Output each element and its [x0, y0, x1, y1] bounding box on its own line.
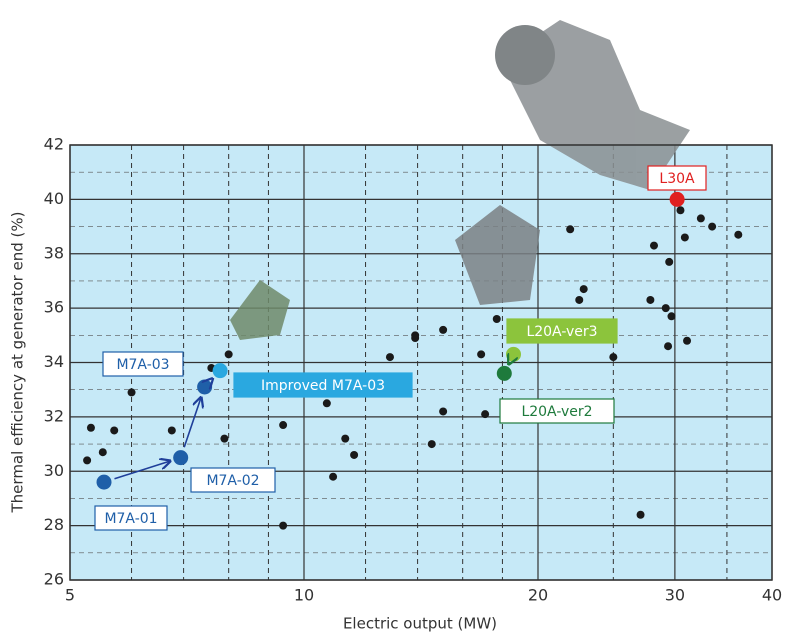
data-point	[329, 473, 337, 481]
highlight-point	[506, 347, 521, 362]
data-point	[386, 353, 394, 361]
x-tick-label: 40	[762, 586, 782, 605]
data-point	[279, 522, 287, 530]
data-point	[341, 435, 349, 443]
point-label: L20A-ver2	[521, 404, 592, 420]
point-label: M7A-02	[206, 473, 259, 489]
point-label: L30A	[659, 171, 695, 187]
y-tick-label: 32	[44, 406, 64, 425]
y-tick-label: 38	[44, 243, 64, 262]
x-tick-label: 5	[65, 586, 75, 605]
data-point	[439, 407, 447, 415]
data-point	[83, 456, 91, 464]
y-tick-label: 34	[44, 352, 64, 371]
y-tick-label: 42	[44, 135, 64, 154]
y-tick-label: 30	[44, 461, 64, 480]
x-tick-label: 10	[294, 586, 314, 605]
data-point	[609, 353, 617, 361]
data-point	[99, 448, 107, 456]
data-point	[225, 350, 233, 358]
x-axis-label: Electric output (MW)	[343, 615, 497, 633]
data-point	[662, 304, 670, 312]
data-point	[477, 350, 485, 358]
data-point	[665, 258, 673, 266]
data-point	[220, 435, 228, 443]
highlight-point	[197, 379, 212, 394]
highlight-point	[173, 450, 188, 465]
point-label: M7A-01	[104, 511, 157, 527]
y-tick-label: 40	[44, 189, 64, 208]
data-point	[676, 206, 684, 214]
highlight-point	[670, 192, 685, 207]
y-axis-label: Thermal efficiency at generator end (%)	[9, 212, 27, 514]
data-point	[481, 410, 489, 418]
data-point	[439, 326, 447, 334]
data-point	[575, 296, 583, 304]
point-label: M7A-03	[116, 357, 169, 373]
data-point	[279, 421, 287, 429]
data-point	[428, 440, 436, 448]
data-point	[168, 426, 176, 434]
chart: M7A-01 M7A-02 M7A-03 Improved M7A-03 L20A-ve…	[0, 0, 787, 637]
point-label: Improved M7A-03	[261, 378, 385, 394]
data-point	[110, 426, 118, 434]
data-point	[650, 242, 658, 250]
y-tick-label: 26	[44, 570, 64, 589]
data-point	[350, 451, 358, 459]
data-point	[697, 214, 705, 222]
data-point	[664, 342, 672, 350]
highlight-point	[97, 475, 112, 490]
highlight-point	[497, 366, 512, 381]
data-point	[323, 399, 331, 407]
x-tick-label: 20	[528, 586, 548, 605]
data-point	[128, 388, 136, 396]
data-point	[708, 223, 716, 231]
x-tick-label: 30	[665, 586, 685, 605]
data-point	[411, 334, 419, 342]
data-point	[493, 315, 501, 323]
highlight-point	[213, 363, 228, 378]
data-point	[637, 511, 645, 519]
data-point	[87, 424, 95, 432]
data-point	[683, 337, 691, 345]
data-point	[646, 296, 654, 304]
data-point	[566, 225, 574, 233]
point-label: L20A-ver3	[526, 324, 597, 340]
y-tick-label: 28	[44, 515, 64, 534]
data-point	[667, 312, 675, 320]
data-point	[681, 233, 689, 241]
y-tick-label: 36	[44, 298, 64, 317]
data-point	[734, 231, 742, 239]
data-point	[580, 285, 588, 293]
